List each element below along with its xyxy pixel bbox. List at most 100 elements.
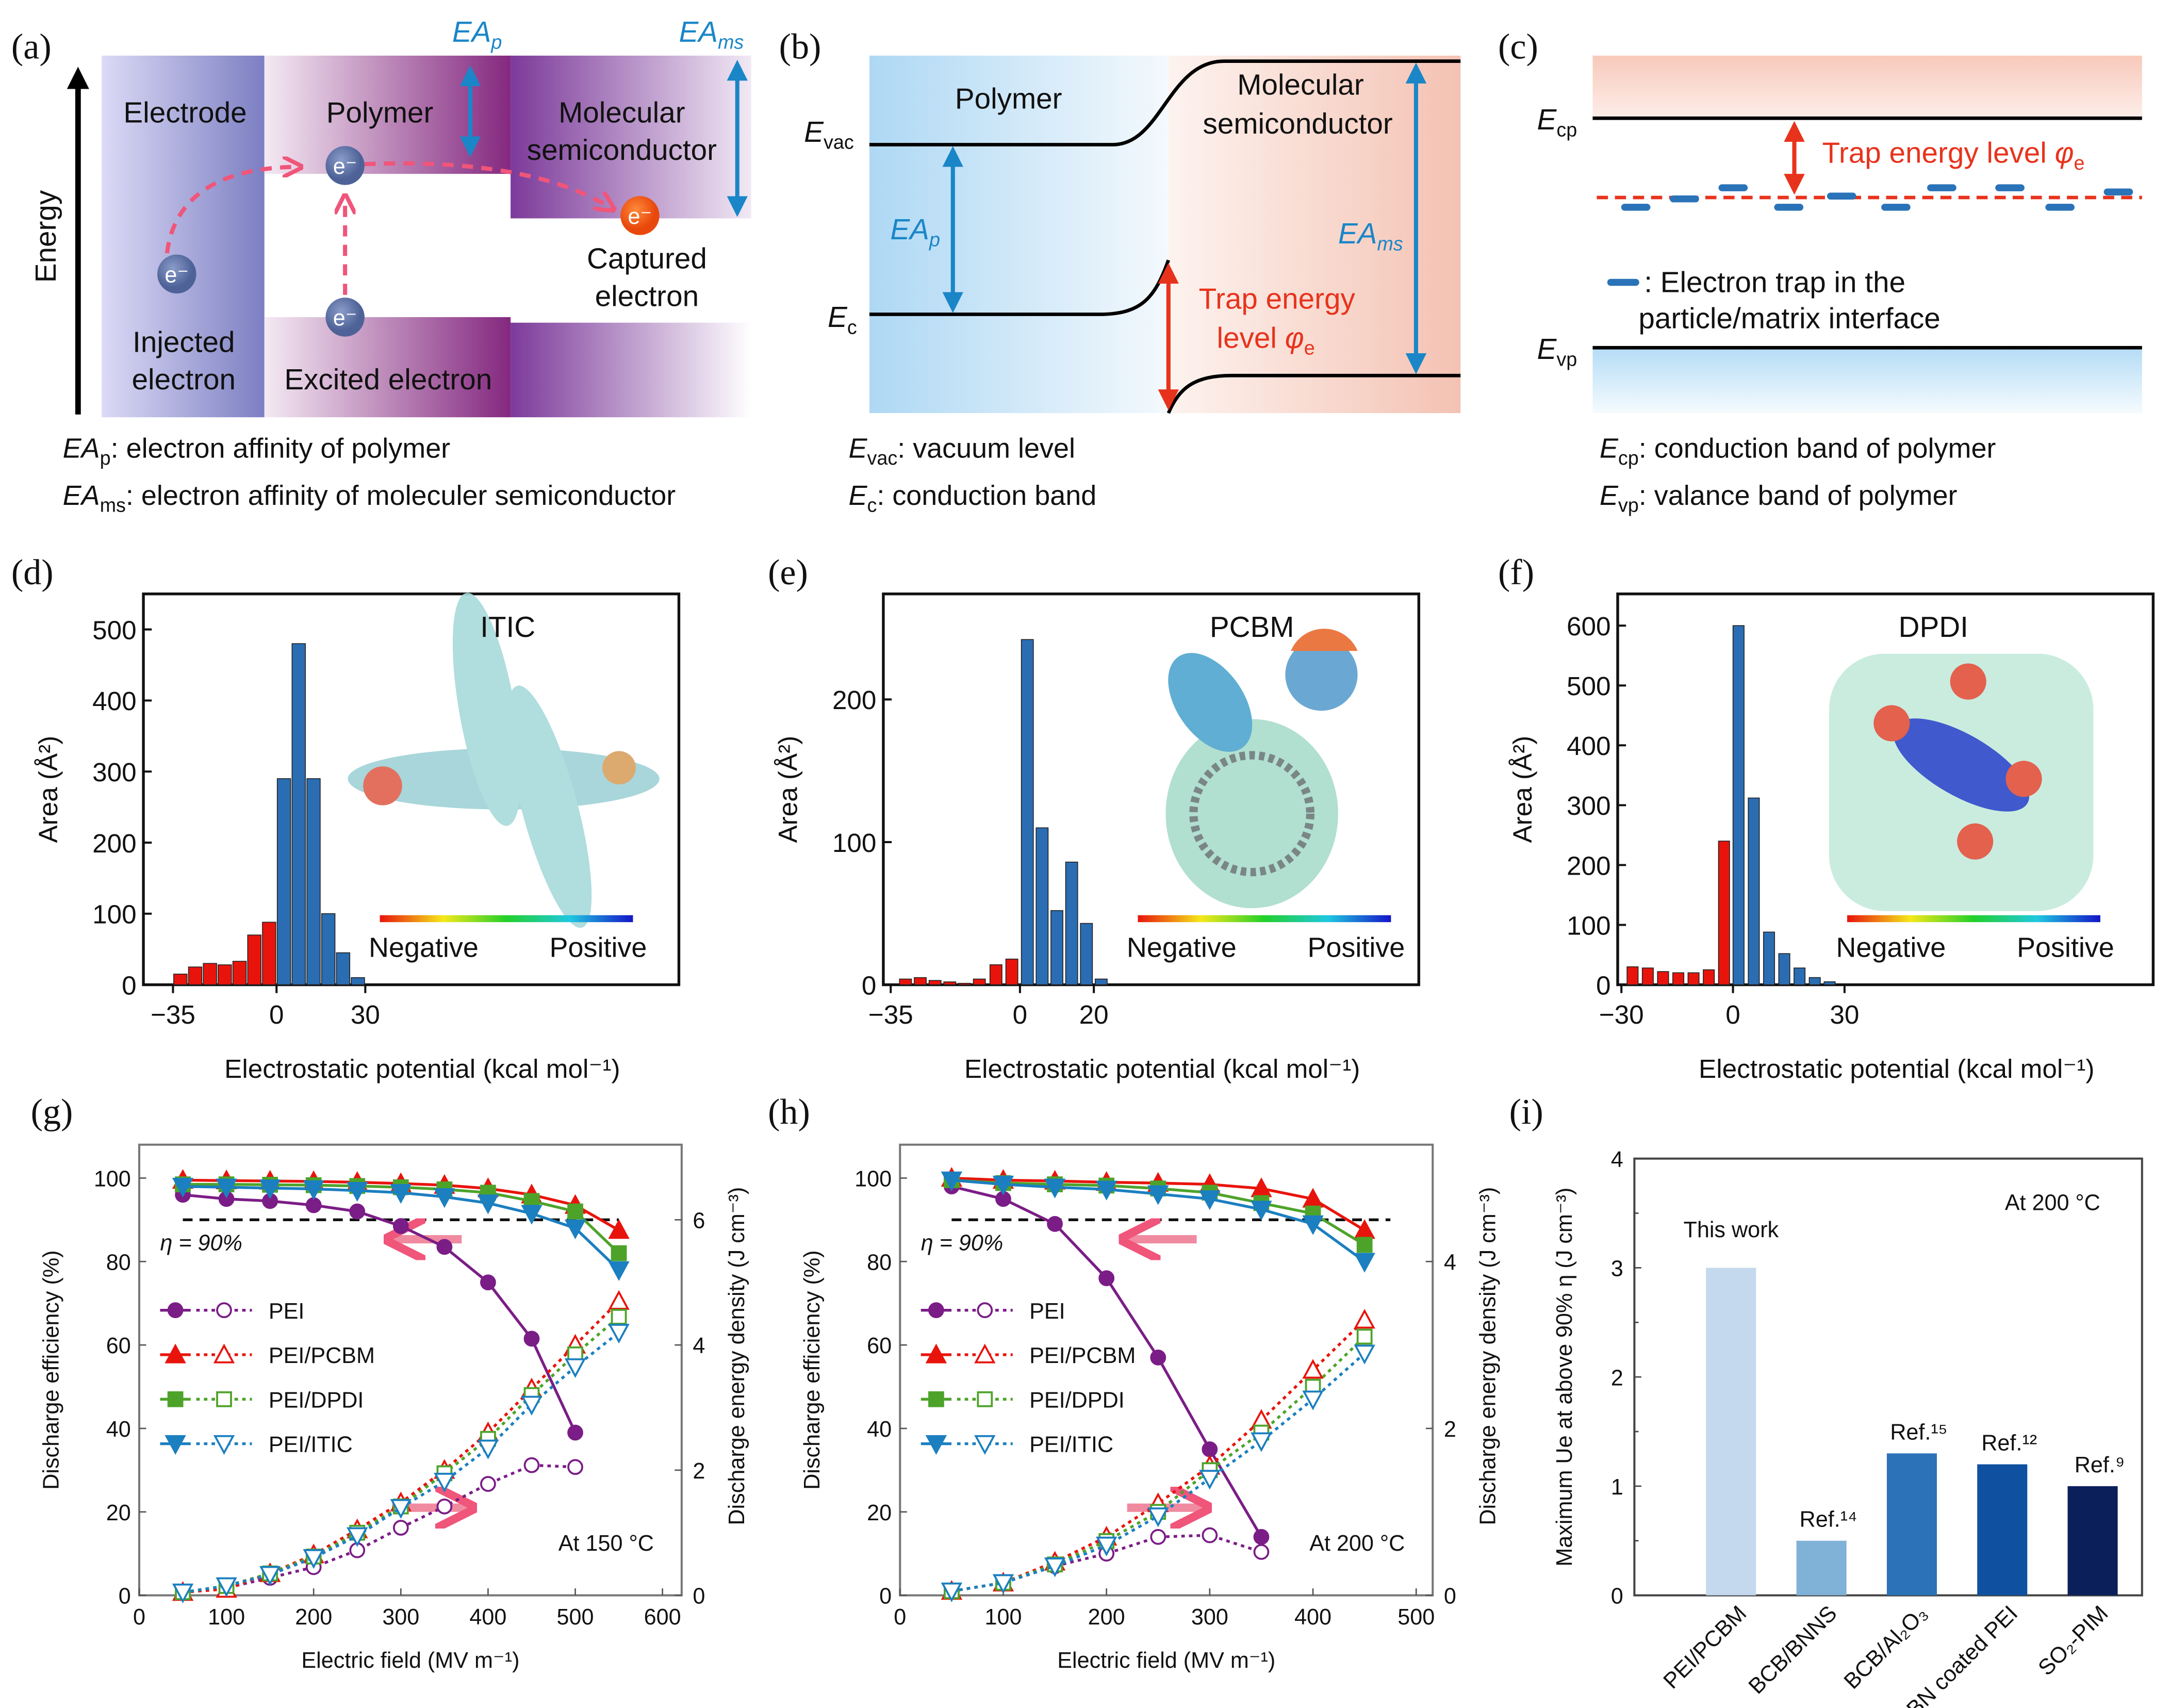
- x-axis-title: Electrostatic potential (kcal mol⁻¹): [1699, 1054, 2094, 1083]
- efficiency-point: [480, 1274, 496, 1291]
- y2-axis-title: Discharge energy density (J cm⁻³): [725, 1187, 749, 1525]
- legend-filled-marker: [928, 1302, 944, 1319]
- negative-region: [1291, 629, 1358, 651]
- positive-bar: [336, 952, 351, 986]
- efficiency-point: [1047, 1216, 1063, 1232]
- efficiency-point: [347, 1181, 368, 1202]
- energy-line: [183, 1300, 620, 1594]
- energy-point: [480, 1476, 496, 1492]
- y-axis-title: Maximum Ue at above 90% η (J cm⁻³): [1552, 1188, 1577, 1567]
- efficiency-point: [1095, 1180, 1117, 1201]
- energy-point: [1354, 1344, 1375, 1365]
- bar-annotation: Ref.¹⁴: [1800, 1507, 1857, 1532]
- efficiency-point: [992, 1175, 1014, 1196]
- energy-point: [172, 1583, 194, 1603]
- y-tick-label: 100: [832, 828, 876, 858]
- molecule-surface: [1165, 719, 1338, 909]
- x-tick-label: 0: [1013, 1000, 1028, 1029]
- electrode-label: Electrode: [123, 96, 246, 129]
- bar: [1706, 1268, 1756, 1596]
- bar-annotation: This work: [1683, 1218, 1779, 1242]
- negative-bar: [1005, 958, 1018, 986]
- chart-d: ITIC Negative Positive 0 100 200 300 400 500 −35 0…: [34, 592, 681, 1083]
- energy-point: [611, 1309, 627, 1325]
- efficiency-point: [567, 1203, 583, 1220]
- polymer-homo-band: [264, 317, 511, 418]
- colorbar-negative-label: Negative: [369, 932, 479, 963]
- negative-bar: [1626, 966, 1639, 986]
- efficiency-point: [390, 1184, 412, 1204]
- y-tick-label: 2: [1611, 1366, 1623, 1390]
- electrode-band: [102, 55, 265, 418]
- x-tick-label: 300: [382, 1605, 419, 1630]
- efficiency-point: [216, 1178, 237, 1198]
- polymer-label: Polymer: [955, 83, 1062, 115]
- efficiency-point: [1098, 1270, 1115, 1286]
- negative-bar: [203, 963, 217, 986]
- x-tick-label: 300: [1191, 1605, 1228, 1630]
- legend-label: PEI/PCBM: [1029, 1343, 1136, 1368]
- chart-i: 0 1 2 3 4 This work PEI/PCBM Ref.¹⁴ BCB/BNNS Ref.…: [1552, 1147, 2143, 1708]
- energy-point: [1095, 1536, 1117, 1556]
- y-tick-label: 200: [832, 685, 876, 715]
- y-tick-label: 500: [1567, 671, 1610, 701]
- colorbar: [1138, 915, 1391, 923]
- legend-filled-marker: [925, 1435, 947, 1455]
- x-tick-label: 200: [295, 1605, 332, 1630]
- y-tick-label: 60: [106, 1334, 131, 1358]
- y-tick-label: 0: [119, 1584, 131, 1609]
- legend-item: PEI/PCBM: [160, 1343, 375, 1368]
- e-vac-label: Evac: [804, 116, 854, 153]
- efficiency-point: [1202, 1441, 1218, 1457]
- efficiency-line: [183, 1193, 577, 1434]
- y-axis-title: Area (Å²): [34, 736, 63, 843]
- series-pei-itic: [941, 1171, 1375, 1602]
- ea-ms-label: EAms: [1338, 218, 1403, 254]
- molecular-label-2: semiconductor: [1203, 108, 1393, 140]
- energy-point: [1150, 1529, 1166, 1545]
- panel-label-i: (i): [1509, 1092, 1543, 1132]
- efficiency-point: [392, 1218, 409, 1234]
- legend-item: PEI: [160, 1299, 304, 1324]
- positive-bar: [1050, 910, 1063, 986]
- trap-legend-line-1: : Electron trap in the: [1644, 266, 1905, 299]
- molecular-label-1: Molecular: [558, 96, 685, 129]
- energy-point: [1044, 1557, 1066, 1578]
- energy-point: [1356, 1328, 1373, 1345]
- caption-c-1: Ecp: conduction band of polymer: [1600, 433, 1996, 468]
- energy-point: [1354, 1309, 1375, 1329]
- efficiency-point: [172, 1177, 194, 1198]
- efficiency-point: [608, 1261, 630, 1281]
- energy-point: [1253, 1544, 1270, 1560]
- x-category-label: PEI/PCBM: [1658, 1601, 1751, 1694]
- negative-region: [2005, 761, 2042, 797]
- caption-c-2: Evp: valance band of polymer: [1600, 480, 1958, 516]
- y2-axis-title: Discharge energy density (J cm⁻³): [1476, 1187, 1501, 1525]
- diagram-c: Ecp Evp Trap energy level φe : Electron …: [1537, 55, 2142, 414]
- legend-label: PEI/ITIC: [1029, 1433, 1113, 1457]
- positive-bar: [351, 977, 365, 986]
- molecule-surface: [452, 593, 521, 826]
- molecule-title: DPDI: [1899, 611, 1968, 644]
- positive-bar: [1080, 923, 1093, 986]
- x-category-label: SO₂-PIM: [2033, 1601, 2113, 1680]
- y-tick-label: 100: [854, 1167, 892, 1192]
- y-tick-label: 0: [862, 971, 877, 1000]
- efficiency-point: [477, 1194, 499, 1214]
- colorbar: [1847, 915, 2100, 923]
- efficiency-point: [436, 1239, 453, 1255]
- x-tick-label: 100: [208, 1605, 245, 1630]
- y2-tick-label: 0: [1444, 1584, 1456, 1609]
- legend-item: PEI: [920, 1299, 1065, 1324]
- y-tick-label: 100: [94, 1167, 131, 1192]
- y-tick-label: 300: [1567, 791, 1610, 820]
- negative-region: [1873, 705, 1910, 742]
- e-vp-label: Evp: [1537, 333, 1577, 370]
- y-tick-label: 0: [122, 971, 137, 1000]
- y2-tick-label: 4: [693, 1334, 705, 1358]
- y-axis-title: Area (Å²): [774, 736, 803, 843]
- y-tick-label: 0: [879, 1584, 892, 1609]
- energy-point: [1302, 1359, 1324, 1379]
- svg-text:e⁻: e⁻: [333, 306, 357, 331]
